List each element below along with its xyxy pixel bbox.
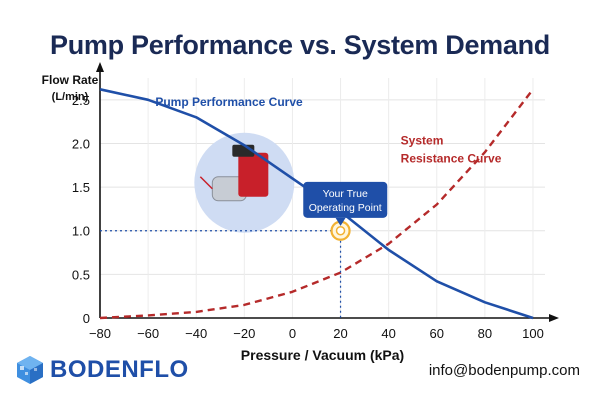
x-tick-label: −60 [137,326,159,341]
x-tick-label: 0 [289,326,296,341]
y-axis-title: Flow Rate [42,73,99,87]
y-tick-label: 0.5 [72,267,90,282]
y-axis-arrow [96,62,104,72]
x-tick-label: 20 [333,326,347,341]
y-tick-label: 2.5 [72,93,90,108]
system-curve-label-line2: Resistance Curve [401,152,502,166]
operating-point-callout-pointer [335,217,346,226]
y-tick-label: 1.0 [72,224,90,239]
x-tick-label: −20 [233,326,255,341]
operating-point-label-line2: Operating Point [309,202,382,214]
cube-logo-icon [17,356,43,384]
x-tick-label: 100 [522,326,544,341]
y-tick-label: 1.5 [72,180,90,195]
operating-point-label-line1: Your True [323,188,368,200]
brand-logo: BODENFLO [14,352,189,388]
chart-title: Pump Performance vs. System Demand [50,30,550,60]
x-tick-label: −80 [89,326,111,341]
x-axis-title: Pressure / Vacuum (kPa) [241,347,404,363]
y-tick-label: 2.0 [72,136,90,151]
y-axis-unit: (L/min) [52,91,89,103]
system-resistance-curve [99,88,534,320]
system-curve-label-line1: System [401,133,444,147]
x-tick-label: 60 [430,326,444,341]
contact-email[interactable]: info@bodenpump.com [428,362,580,379]
x-tick-label: 40 [381,326,395,341]
brand-name: BODENFLO [50,356,189,383]
pump-wire-icon [199,176,213,190]
operating-point-callout [303,181,388,218]
operating-point-marker-core [335,225,346,236]
x-tick-label: −40 [185,326,207,341]
x-axis-arrow [549,314,559,322]
pump-head-icon [238,152,269,197]
x-tick-label: 80 [478,326,492,341]
y-tick-label: 0 [83,311,90,326]
pump-curve-label: Pump Performance Curve [155,95,303,109]
